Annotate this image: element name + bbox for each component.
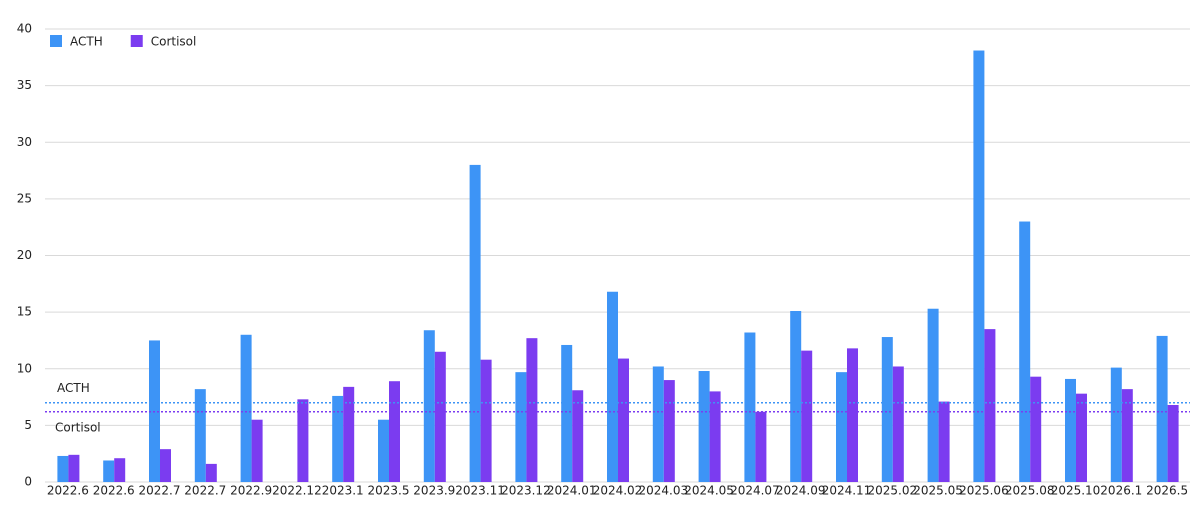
legend-label: Cortisol [151, 35, 197, 49]
x-tick-label: 2025.05 [913, 484, 963, 498]
bar [607, 291, 618, 482]
x-tick-label: 2024.05 [684, 484, 734, 498]
bar [469, 164, 481, 482]
y-tick-label: 40 [17, 22, 32, 36]
bar [160, 449, 171, 482]
bar [251, 419, 263, 482]
x-tick-label: 2024.09 [776, 484, 826, 498]
bar [927, 308, 939, 482]
bar [114, 458, 126, 482]
y-tick-label: 0 [24, 475, 32, 489]
bar [526, 338, 538, 482]
bar [618, 358, 629, 482]
bar [572, 390, 584, 482]
bar [984, 329, 996, 482]
bar [1110, 367, 1122, 482]
x-tick-label: 2026.5 [1146, 484, 1188, 498]
x-tick-label: 2023.9 [413, 484, 455, 498]
x-tick-label: 2022.9 [230, 484, 272, 498]
bar [1076, 393, 1087, 482]
bar [836, 372, 847, 482]
bar [389, 381, 400, 482]
x-tick-label: 2023.5 [368, 484, 410, 498]
bar [847, 348, 858, 482]
bar [1030, 376, 1042, 482]
y-tick-label: 25 [17, 191, 32, 205]
bar [938, 401, 950, 482]
bar [480, 359, 492, 482]
legend-swatch [130, 35, 143, 47]
x-tick-label: 2025.08 [1005, 484, 1055, 498]
bar [378, 419, 389, 482]
bar [973, 50, 985, 483]
bar [801, 350, 813, 482]
bar [423, 330, 435, 482]
bar [652, 366, 664, 482]
x-tick-label: 2025.06 [959, 484, 1009, 498]
bar [1156, 335, 1168, 482]
bar [709, 391, 721, 482]
x-tick-label: 2023.11 [455, 484, 505, 498]
bar [790, 310, 802, 482]
x-tick-label: 2022.7 [184, 484, 226, 498]
y-tick-label: 20 [17, 248, 32, 262]
bar [343, 386, 355, 482]
bar [434, 351, 446, 482]
x-tick-label: 2023.12 [501, 484, 551, 498]
y-tick-label: 30 [17, 135, 32, 149]
bar [744, 332, 756, 482]
x-tick-label: 2024.01 [547, 484, 597, 498]
x-tick-label: 2024.07 [730, 484, 780, 498]
x-tick-label: 2024.02 [593, 484, 643, 498]
bar [205, 463, 217, 482]
reference-label: ACTH [57, 381, 90, 395]
x-tick-label: 2025.10 [1051, 484, 1101, 498]
y-tick-label: 35 [17, 78, 32, 92]
bar [1065, 378, 1076, 482]
bar [103, 460, 115, 482]
legend-label: ACTH [70, 35, 103, 49]
bar [1019, 221, 1031, 482]
bar [332, 395, 344, 482]
reference-label: Cortisol [55, 420, 101, 434]
x-tick-label: 2022.12 [272, 484, 322, 498]
x-tick-label: 2024.03 [638, 484, 688, 498]
x-tick-label: 2023.1 [322, 484, 364, 498]
bar [892, 366, 904, 482]
y-tick-label: 15 [17, 305, 32, 319]
x-tick-label: 2022.6 [93, 484, 135, 498]
bar [1121, 389, 1133, 482]
bar [881, 337, 893, 482]
bar [1167, 404, 1179, 482]
x-tick-label: 2024.11 [822, 484, 872, 498]
bar [240, 334, 252, 482]
bar [57, 455, 69, 482]
y-tick-label: 10 [17, 361, 32, 375]
bar [663, 380, 675, 482]
legend-swatch [50, 35, 62, 47]
y-tick-label: 5 [24, 418, 32, 432]
bar [297, 399, 309, 482]
bar [515, 372, 527, 482]
bar [68, 454, 80, 482]
bar [698, 371, 710, 482]
x-tick-label: 2022.7 [139, 484, 181, 498]
x-tick-label: 2026.1 [1100, 484, 1142, 498]
bar [194, 389, 206, 482]
bar [561, 344, 573, 482]
bar [755, 411, 767, 482]
x-tick-label: 2022.6 [47, 484, 89, 498]
x-tick-label: 2025.02 [867, 484, 917, 498]
